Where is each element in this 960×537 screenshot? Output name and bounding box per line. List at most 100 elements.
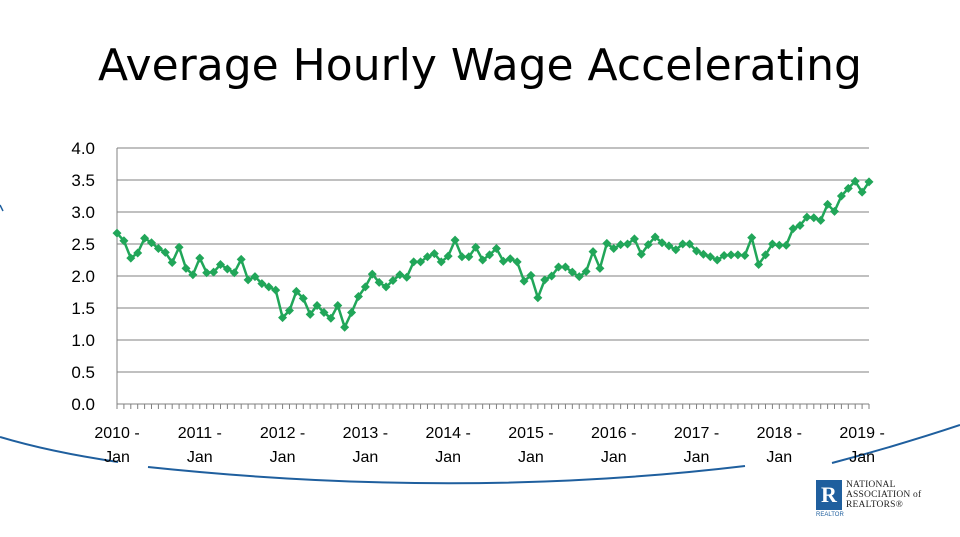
x-tick-label: Jan	[849, 449, 875, 466]
data-point	[471, 242, 481, 252]
x-axis-ticks: 2010 - Jan 2011 - Jan 2012 - Jan 2013 - Jan 2014…	[94, 425, 884, 466]
data-point	[146, 238, 156, 248]
y-tick-label: 4.0	[71, 139, 95, 158]
data-point	[836, 191, 846, 201]
data-point	[271, 285, 281, 295]
data-point	[726, 250, 736, 260]
data-point	[830, 206, 840, 216]
data-point	[698, 249, 708, 259]
data-point	[243, 275, 253, 285]
data-point	[450, 235, 460, 245]
data-point	[588, 247, 598, 257]
data-point	[340, 322, 350, 332]
data-point	[395, 270, 405, 280]
x-tick-label: 2011 -	[178, 425, 222, 442]
data-point	[692, 246, 702, 256]
realtor-r-icon: R	[816, 480, 842, 510]
data-point	[733, 250, 743, 260]
data-point	[788, 224, 798, 234]
data-point	[140, 233, 150, 243]
data-point	[153, 243, 163, 253]
data-point	[416, 257, 426, 267]
y-tick-label: 2.0	[71, 267, 95, 286]
data-point	[284, 306, 294, 316]
data-point	[126, 253, 136, 263]
data-point	[533, 293, 543, 303]
data-point	[402, 272, 412, 282]
data-point	[650, 232, 660, 242]
data-point	[719, 251, 729, 261]
x-tick-label: Jan	[104, 449, 130, 466]
data-point	[643, 240, 653, 250]
data-point	[222, 264, 232, 274]
data-point	[360, 282, 370, 292]
y-tick-label: 3.0	[71, 203, 95, 222]
data-point	[478, 255, 488, 265]
data-point	[333, 300, 343, 310]
x-tick-label: 2015 -	[508, 425, 553, 442]
data-point	[160, 247, 170, 257]
data-point	[215, 259, 225, 269]
x-tick-label: Jan	[601, 449, 627, 466]
data-point	[167, 258, 177, 268]
x-tick-label: Jan	[766, 449, 792, 466]
data-point	[526, 270, 536, 280]
data-point	[712, 255, 722, 265]
data-point	[547, 271, 557, 281]
x-tick-label: Jan	[187, 449, 213, 466]
data-point	[554, 262, 564, 272]
y-tick-label: 0.5	[71, 363, 95, 382]
data-point	[119, 236, 129, 246]
data-point	[422, 252, 432, 262]
data-point	[540, 275, 550, 285]
data-point	[781, 240, 791, 250]
data-point	[202, 268, 212, 278]
data-point	[229, 268, 239, 278]
data-point	[595, 263, 605, 273]
decorative-curve-right	[831, 424, 960, 464]
data-point	[616, 240, 626, 250]
data-point	[823, 199, 833, 209]
data-point	[560, 262, 570, 272]
data-point	[505, 254, 515, 264]
data-point	[809, 213, 819, 223]
data-point	[767, 239, 777, 249]
data-point	[326, 313, 336, 323]
data-point	[409, 257, 419, 267]
data-point	[195, 253, 205, 263]
data-point	[636, 249, 646, 259]
logo-line: REALTORS®	[846, 500, 904, 510]
data-point	[367, 269, 377, 279]
data-point	[671, 245, 681, 255]
x-tick-label: 2010 -	[94, 425, 139, 442]
x-tick-label: Jan	[270, 449, 296, 466]
data-point	[429, 249, 439, 259]
data-point	[705, 252, 715, 262]
data-point	[347, 307, 357, 317]
data-point	[278, 313, 288, 323]
data-point	[457, 252, 467, 262]
data-point	[353, 291, 363, 301]
data-point	[685, 239, 695, 249]
data-point	[485, 250, 495, 260]
data-point	[491, 243, 501, 253]
logo-line: NATIONAL	[846, 480, 896, 490]
data-point	[512, 257, 522, 267]
data-point	[740, 251, 750, 261]
data-point	[581, 267, 591, 277]
data-point	[133, 248, 143, 258]
data-point	[754, 259, 764, 269]
data-point	[843, 183, 853, 193]
decorative-curve-bottom	[147, 465, 746, 485]
y-tick-label: 1.0	[71, 331, 95, 350]
y-axis-ticks: 0.0 0.5 1.0 1.5 2.0 2.5 3.0 3.5 4.0	[71, 139, 95, 414]
decorative-curve-edge	[0, 204, 4, 212]
x-tick-label: 2014 -	[425, 425, 470, 442]
data-point	[174, 242, 184, 252]
data-point	[388, 275, 398, 285]
x-tick-label: 2018 -	[757, 425, 802, 442]
data-point	[436, 257, 446, 267]
data-point	[850, 176, 860, 186]
data-point	[864, 177, 874, 187]
